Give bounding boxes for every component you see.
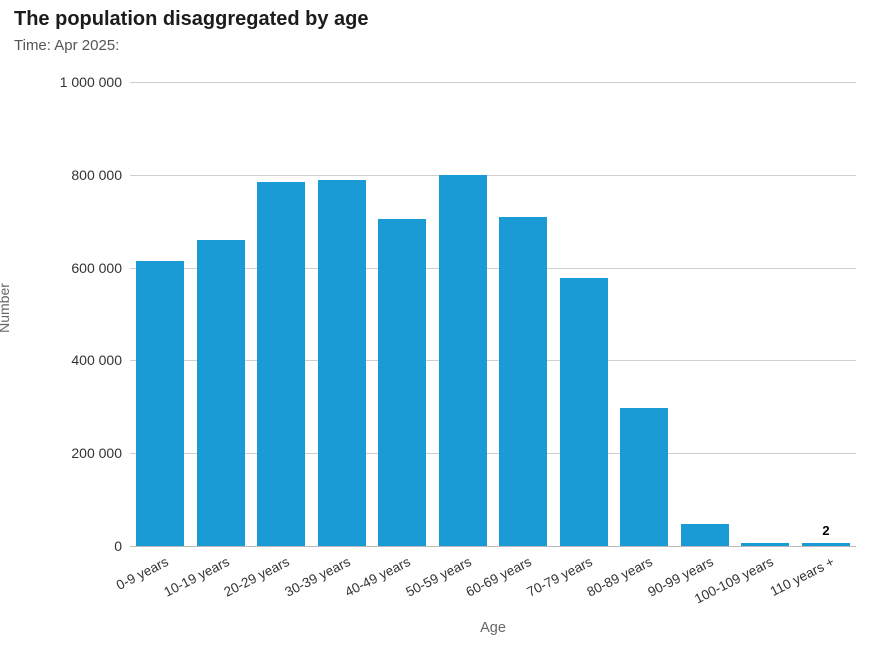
chart-title: The population disaggregated by age bbox=[14, 8, 369, 30]
bar-80-89-years bbox=[620, 408, 668, 546]
bar-10-19-years bbox=[197, 240, 245, 546]
bar-100-109-years bbox=[741, 543, 789, 546]
gridline bbox=[130, 174, 856, 176]
y-tick-label: 200 000 bbox=[71, 445, 122, 462]
bar-30-39-years bbox=[318, 180, 366, 546]
bar-value-label: 2 bbox=[822, 523, 830, 538]
y-axis-title: Number bbox=[0, 283, 12, 333]
y-tick-label: 600 000 bbox=[71, 259, 122, 276]
bar-20-29-years bbox=[257, 182, 305, 546]
gridline bbox=[130, 546, 856, 547]
y-tick-label: 1 000 000 bbox=[59, 74, 122, 90]
bar-70-79-years bbox=[560, 278, 608, 546]
plot-area: 0-9 years 10-19 years 20-29 years 30-39 yea… bbox=[114, 82, 856, 607]
bar-40-49-years bbox=[378, 219, 426, 546]
chart-subtitle: Time: Apr 2025: bbox=[14, 37, 120, 54]
bar-110-years-+ bbox=[802, 543, 850, 546]
bar-60-69-years bbox=[499, 217, 547, 546]
y-tick-label: 400 000 bbox=[71, 352, 122, 369]
bar-0-9-years bbox=[136, 261, 184, 546]
x-axis-title: Age bbox=[480, 620, 506, 636]
gridline bbox=[130, 360, 856, 362]
bar-90-99-years bbox=[681, 524, 729, 546]
y-tick-label: 0 bbox=[114, 538, 122, 554]
y-axis: 0 200 000 400 000 600 000 800 000 1 000 000 bbox=[0, 0, 122, 646]
gridline bbox=[130, 267, 856, 269]
gridline bbox=[130, 453, 856, 455]
gridline bbox=[130, 82, 856, 83]
bar-50-59-years bbox=[439, 175, 487, 546]
y-tick-label: 800 000 bbox=[71, 166, 122, 183]
